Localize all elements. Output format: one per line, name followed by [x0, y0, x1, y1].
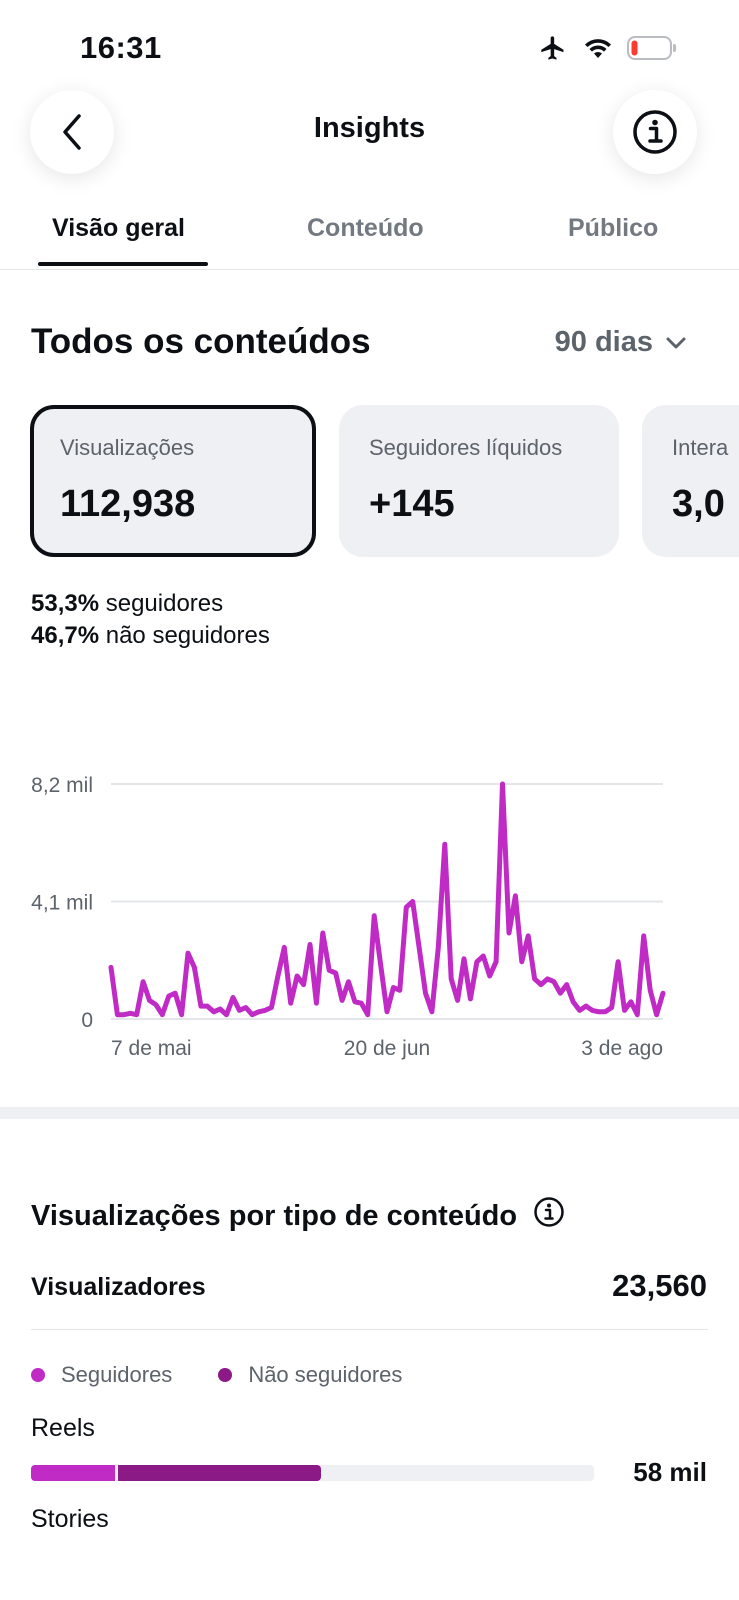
x-tick-label: 7 de mai	[111, 1037, 192, 1060]
chevron-down-icon	[666, 337, 686, 348]
metric-value: 112,938	[60, 483, 196, 525]
metric-value: 3,0	[672, 483, 725, 525]
chevron-left-icon	[63, 114, 81, 150]
metric-card-net-followers[interactable]: Seguidores líquidos +145	[339, 405, 619, 557]
legend-dot	[31, 1368, 45, 1382]
content-type-title: Visualizações por tipo de conteúdo	[31, 1196, 565, 1236]
back-button[interactable]	[30, 90, 114, 174]
legend-label: Não seguidores	[248, 1362, 403, 1387]
metric-label: Intera	[672, 435, 729, 460]
legend-label: Seguidores	[61, 1362, 173, 1387]
content-type-heading: Visualizações por tipo de conteúdo	[31, 1199, 518, 1232]
metric-value: +145	[369, 483, 455, 525]
tab-audience[interactable]: Público	[568, 214, 659, 242]
section-divider	[0, 1107, 739, 1119]
x-tick-label: 20 de jun	[344, 1037, 430, 1060]
battery-low-icon	[627, 35, 677, 66]
metric-card-interactions[interactable]: Intera 3,0	[642, 405, 739, 557]
audience-split: 53,3% seguidores 46,7% não seguidores	[31, 588, 270, 652]
non-followers-share: 46,7% não seguidores	[31, 622, 270, 649]
active-tab-indicator	[38, 262, 208, 266]
legend-dot	[218, 1368, 233, 1382]
row-value-reels: 58 mil	[633, 1457, 707, 1487]
date-range-select[interactable]: 90 dias	[555, 326, 687, 359]
viewers-value: 23,560	[612, 1268, 707, 1303]
views-series-line	[108, 781, 666, 1018]
info-icon[interactable]	[533, 1196, 565, 1236]
tab-bar: Visão geral Conteúdo Público	[0, 200, 739, 270]
airplane-icon	[537, 34, 569, 67]
metric-label: Visualizações	[60, 435, 195, 460]
legend-item-non-followers: Não seguidores	[218, 1362, 402, 1388]
navigation-bar: Insights	[0, 90, 739, 180]
metric-label: Seguidores líquidos	[369, 435, 563, 460]
status-time: 16:31	[80, 30, 162, 65]
bar-segment-followers	[31, 1465, 115, 1481]
row-label-stories: Stories	[31, 1505, 109, 1533]
metric-card-views[interactable]: Visualizações 112,938	[30, 405, 316, 557]
section-title: Todos os conteúdos	[31, 322, 371, 361]
tab-overview[interactable]: Visão geral	[52, 214, 185, 242]
page-title: Insights	[313, 112, 426, 144]
row-label-reels: Reels	[31, 1414, 95, 1442]
views-line-chart: 8,2 mil 4,1 mil 0 7 de mai 20 de jun 3 de ago	[31, 774, 666, 1060]
wifi-icon	[583, 36, 613, 65]
status-icons	[537, 34, 677, 67]
x-tick-label: 3 de ago	[581, 1037, 663, 1060]
date-range-value: 90 dias	[554, 326, 653, 358]
divider	[31, 1329, 708, 1330]
info-icon	[633, 110, 677, 154]
y-tick-label: 4,1 mil	[31, 892, 93, 915]
followers-share: 53,3% seguidores	[31, 590, 224, 617]
info-button[interactable]	[613, 90, 697, 174]
reels-bar[interactable]	[31, 1465, 594, 1481]
viewers-label: Visualizadores	[31, 1273, 206, 1301]
metric-cards: Visualizações 112,938 Seguidores líquido…	[30, 405, 739, 560]
tab-content[interactable]: Conteúdo	[307, 214, 424, 242]
legend-item-followers: Seguidores	[31, 1362, 172, 1388]
y-tick-label: 0	[81, 1009, 93, 1032]
y-tick-label: 8,2 mil	[31, 774, 93, 797]
status-bar: 16:31	[0, 0, 739, 90]
bar-segment-non-followers	[118, 1465, 321, 1481]
chart-legend: Seguidores Não seguidores	[31, 1362, 402, 1388]
